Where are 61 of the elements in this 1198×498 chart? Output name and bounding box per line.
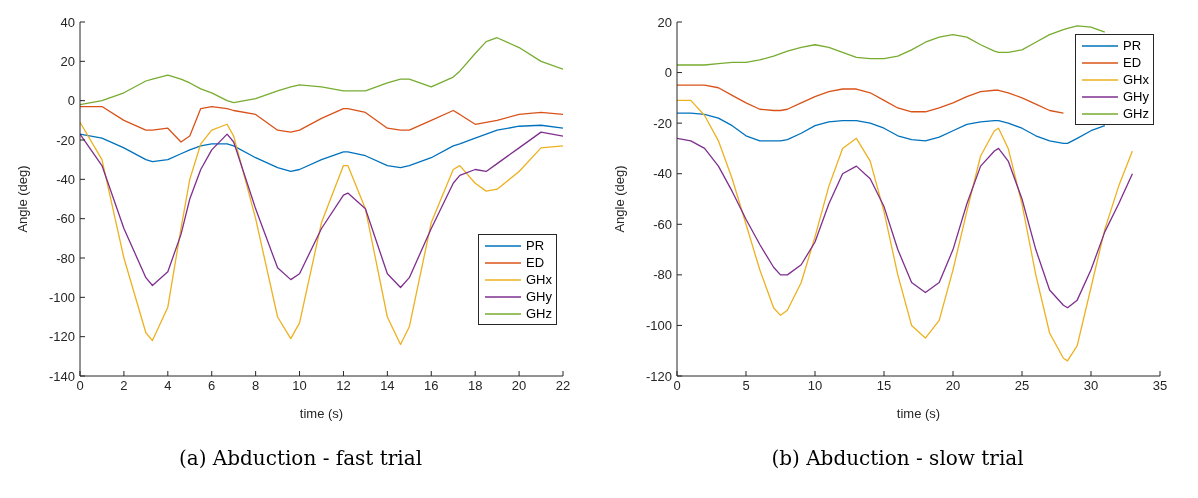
y-tick-label: -80 [653,267,672,283]
line-series [677,84,1065,114]
legend-label: GHz [1123,106,1149,121]
y-tick-label: -20 [653,115,672,131]
x-axis-title: time (s) [896,406,941,421]
y-tick-label: -40 [56,171,75,187]
x-tick-label: 16 [424,378,439,394]
x-axis-title: time (s) [299,406,344,421]
y-tick-label: -40 [653,166,672,182]
x-tick-label: 14 [380,378,395,394]
x-tick-label: 15 [876,378,892,394]
x-tick-label: 4 [164,378,172,394]
x-tick-label: 2 [120,378,128,394]
y-tick-label: -20 [56,132,75,148]
y-axis-title: Angle (deg) [611,165,627,233]
line-series [80,105,563,143]
legend-label: PR [526,238,545,253]
x-tick-label: 12 [336,378,351,394]
legend-label: GHx [1123,72,1149,87]
y-axis-title: Angle (deg) [14,165,30,233]
text: (a) Abduction - fast trial [177,446,424,470]
y-tick-label: -120 [645,368,672,384]
y-tick-label: -140 [48,368,75,384]
y-tick-label: 20 [60,53,75,69]
x-tick-label: 18 [467,378,483,394]
y-tick-label: -100 [645,318,672,334]
line-series [677,112,1106,145]
legend-label: PR [1123,38,1142,53]
y-tick-label: 0 [67,93,75,109]
y-tick-label: -120 [48,329,75,345]
y-tick-label: -60 [56,211,75,227]
y-tick-label: 20 [657,14,672,30]
x-tick-label: 20 [511,378,527,394]
line-series [80,131,563,289]
line-series [80,37,563,106]
x-tick-label: 22 [555,378,571,394]
x-tick-label: 6 [208,378,216,394]
legend-label: ED [526,255,545,270]
x-tick-label: 10 [807,378,823,394]
y-tick-label: -80 [56,250,75,266]
legend-label: GHy [1123,89,1149,104]
line-series [677,137,1134,309]
x-tick-label: 8 [252,378,260,394]
y-tick-label: -100 [48,289,75,305]
legend-label: GHx [526,272,552,287]
x-tick-label: 35 [1152,378,1168,394]
legend-label: GHz [526,306,552,321]
y-tick-label: -60 [653,216,672,232]
text: (b) Abduction - slow trial [770,446,1025,470]
x-tick-label: 5 [742,378,750,394]
y-tick-label: 0 [664,65,672,81]
legend-label: ED [1123,55,1142,70]
y-tick-label: 40 [60,14,75,30]
x-tick-label: 30 [1083,378,1099,394]
line-series [677,25,1106,66]
legend-label: GHy [526,289,552,304]
x-tick-label: 20 [945,378,961,394]
line-series [80,124,563,173]
line-series [80,121,563,346]
x-tick-label: 25 [1014,378,1030,394]
x-tick-label: 10 [292,378,307,394]
